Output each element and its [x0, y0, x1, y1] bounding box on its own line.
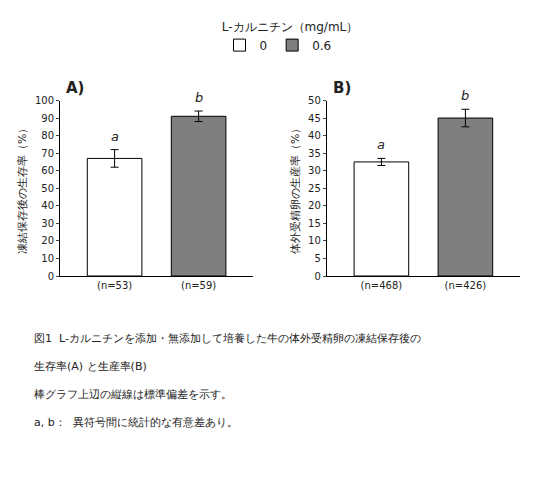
- svg-text:b: b: [461, 88, 469, 103]
- svg-text:100: 100: [35, 95, 54, 106]
- svg-text:10: 10: [308, 235, 321, 246]
- svg-text:a: a: [111, 129, 119, 144]
- svg-text:30: 30: [41, 218, 54, 229]
- svg-text:図1 L-カルニチンを添加・無添加して培養した牛の体外受精: 図1 L-カルニチンを添加・無添加して培養した牛の体外受精卵の凍結保存後の: [34, 332, 421, 345]
- svg-text:50: 50: [41, 183, 54, 194]
- svg-text:A): A): [66, 79, 84, 97]
- svg-text:0.6: 0.6: [312, 39, 331, 53]
- svg-text:25: 25: [308, 183, 321, 194]
- svg-text:40: 40: [41, 200, 54, 211]
- svg-text:棒グラフ上辺の縦線は標準偏差を示す。: 棒グラフ上辺の縦線は標準偏差を示す。: [34, 388, 232, 401]
- svg-text:45: 45: [308, 113, 321, 124]
- svg-text:80: 80: [41, 130, 54, 141]
- svg-text:5: 5: [314, 253, 320, 264]
- svg-text:b: b: [195, 90, 203, 105]
- svg-text:(n=426): (n=426): [445, 280, 487, 291]
- svg-text:70: 70: [41, 148, 54, 159]
- svg-text:生存率(A) と生産率(B): 生存率(A) と生産率(B): [34, 360, 147, 373]
- svg-text:0: 0: [48, 271, 54, 282]
- svg-text:40: 40: [308, 130, 321, 141]
- svg-text:(n=468): (n=468): [361, 280, 403, 291]
- svg-text:20: 20: [308, 200, 321, 211]
- svg-text:a: a: [377, 137, 385, 152]
- svg-text:20: 20: [41, 235, 54, 246]
- svg-text:a, b： 異符号間に統計的な有意差あり。: a, b： 異符号間に統計的な有意差あり。: [34, 416, 238, 429]
- svg-text:(n=53): (n=53): [97, 280, 132, 291]
- svg-text:50: 50: [308, 95, 321, 106]
- svg-text:0: 0: [314, 271, 320, 282]
- svg-text:0: 0: [260, 39, 268, 53]
- svg-text:35: 35: [308, 148, 321, 159]
- svg-text:(n=59): (n=59): [181, 280, 216, 291]
- svg-text:L-カルニチン（mg/mL）: L-カルニチン（mg/mL）: [222, 20, 359, 34]
- svg-text:15: 15: [308, 218, 321, 229]
- svg-text:B): B): [333, 79, 351, 97]
- svg-text:90: 90: [41, 113, 54, 124]
- svg-text:10: 10: [41, 253, 54, 264]
- svg-text:体外受精卵の生産率（%）: 体外受精卵の生産率（%）: [289, 123, 302, 254]
- svg-text:60: 60: [41, 165, 54, 176]
- svg-text:凍結保存後の生存率（%）: 凍結保存後の生存率（%）: [16, 123, 29, 254]
- svg-text:30: 30: [308, 165, 321, 176]
